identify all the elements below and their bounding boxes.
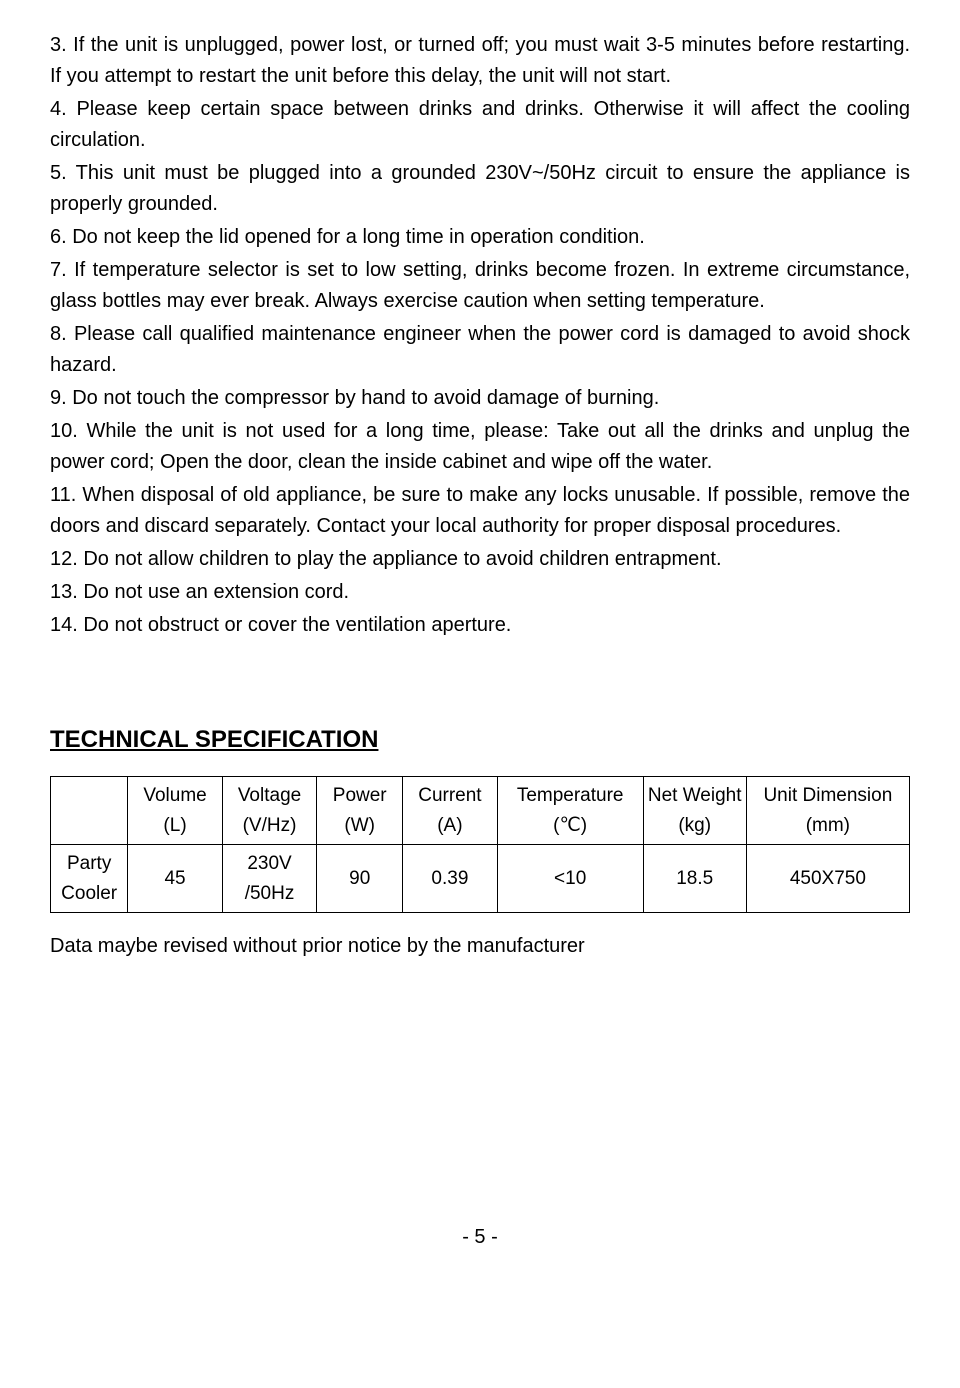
spec-data-row: Party Cooler 45 230V /50Hz 90 0.39 <10 1… bbox=[51, 845, 910, 913]
revision-note: Data maybe revised without prior notice … bbox=[50, 931, 910, 962]
spec-header-row: Volume (L) Voltage (V/Hz) Power (W) Curr… bbox=[51, 777, 910, 845]
instruction-6: 6. Do not keep the lid opened for a long… bbox=[50, 222, 910, 253]
spec-cell-volume: 45 bbox=[128, 845, 222, 913]
instruction-12: 12. Do not allow children to play the ap… bbox=[50, 544, 910, 575]
instruction-11: 11. When disposal of old appliance, be s… bbox=[50, 480, 910, 542]
spec-header-volume: Volume (L) bbox=[128, 777, 222, 845]
spec-header-dimension: Unit Dimension (mm) bbox=[746, 777, 909, 845]
spec-cell-dimension: 450X750 bbox=[746, 845, 909, 913]
instruction-5: 5. This unit must be plugged into a grou… bbox=[50, 158, 910, 220]
spec-header-temperature: Temperature (℃) bbox=[497, 777, 643, 845]
instruction-8: 8. Please call qualified maintenance eng… bbox=[50, 319, 910, 381]
spec-header-voltage: Voltage (V/Hz) bbox=[222, 777, 316, 845]
instruction-10: 10. While the unit is not used for a lon… bbox=[50, 416, 910, 478]
instruction-9: 9. Do not touch the compressor by hand t… bbox=[50, 383, 910, 414]
instruction-4: 4. Please keep certain space between dri… bbox=[50, 94, 910, 156]
spec-header-weight: Net Weight (kg) bbox=[643, 777, 746, 845]
instruction-3: 3. If the unit is unplugged, power lost,… bbox=[50, 30, 910, 92]
instruction-13: 13. Do not use an extension cord. bbox=[50, 577, 910, 608]
spec-header-blank bbox=[51, 777, 128, 845]
spec-cell-name: Party Cooler bbox=[51, 845, 128, 913]
spec-table: Volume (L) Voltage (V/Hz) Power (W) Curr… bbox=[50, 776, 910, 913]
instruction-14: 14. Do not obstruct or cover the ventila… bbox=[50, 610, 910, 641]
instruction-7: 7. If temperature selector is set to low… bbox=[50, 255, 910, 317]
spec-cell-temperature: <10 bbox=[497, 845, 643, 913]
spec-cell-current: 0.39 bbox=[403, 845, 497, 913]
page-number: - 5 - bbox=[50, 1222, 910, 1253]
spec-header-current: Current (A) bbox=[403, 777, 497, 845]
spec-cell-power: 90 bbox=[317, 845, 403, 913]
spec-cell-voltage: 230V /50Hz bbox=[222, 845, 316, 913]
spec-cell-weight: 18.5 bbox=[643, 845, 746, 913]
instruction-list: 3. If the unit is unplugged, power lost,… bbox=[50, 30, 910, 641]
spec-header-power: Power (W) bbox=[317, 777, 403, 845]
section-title-tech-spec: TECHNICAL SPECIFICATION bbox=[50, 721, 910, 758]
